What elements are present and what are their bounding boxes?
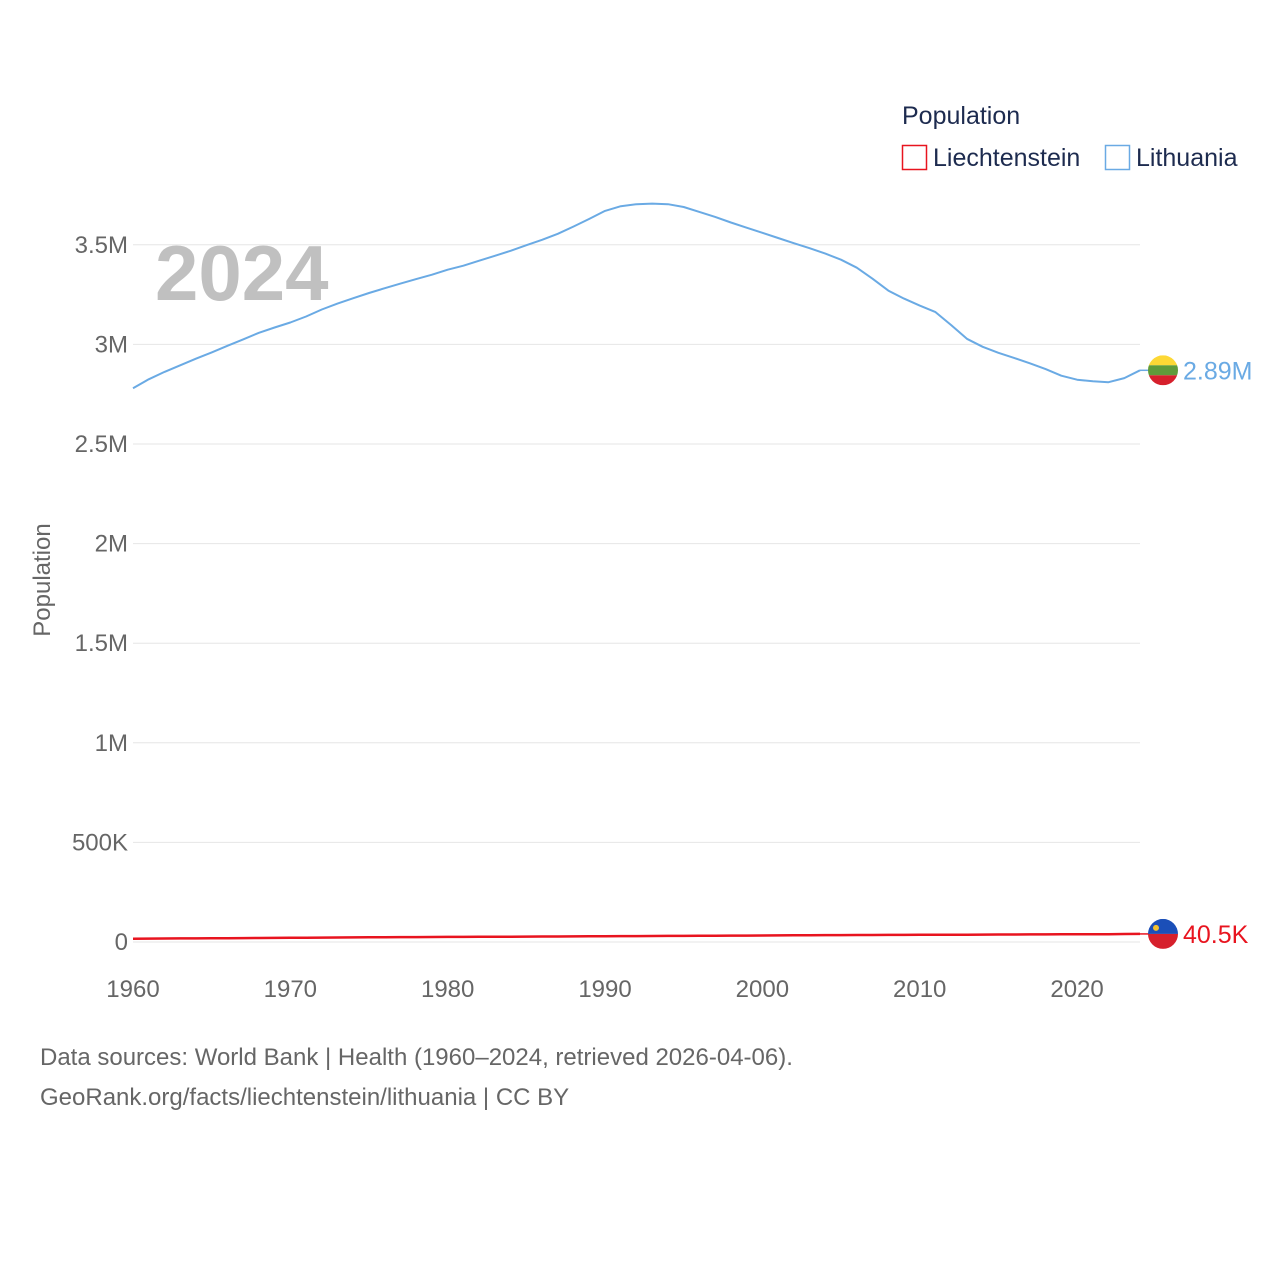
y-tick-label: 500K (72, 829, 128, 856)
x-tick-label: 1990 (578, 976, 631, 1003)
y-tick-label: 1M (95, 730, 128, 757)
footer-source-line: Data sources: World Bank | Health (1960–… (40, 1044, 793, 1071)
y-tick-label: 2.5M (75, 431, 128, 458)
y-tick-label: 3.5M (75, 232, 128, 259)
y-axis-ticks: 0 500K 1M 1.5M 2M 2.5M 3M 3.5M (72, 232, 128, 956)
y-tick-label: 3M (95, 331, 128, 358)
x-tick-label: 1980 (421, 976, 474, 1003)
x-tick-label: 2000 (736, 976, 789, 1003)
y-axis-title: Population (29, 523, 56, 636)
liechtenstein-flag-icon (1148, 918, 1178, 949)
y-tick-label: 0 (115, 929, 128, 956)
lithuania-flag-icon (1148, 355, 1178, 386)
x-tick-label: 2010 (893, 976, 946, 1003)
series-lines (132, 202, 1141, 940)
y-tick-label: 1.5M (75, 630, 128, 657)
legend-label-liechtenstein: Liechtenstein (933, 144, 1080, 172)
end-value-label-liechtenstein: 40.5K (1183, 921, 1249, 949)
series-line-liechtenstein[interactable] (132, 932, 1141, 940)
legend-label-lithuania: Lithuania (1136, 144, 1238, 172)
grid-lines (133, 244, 1140, 943)
x-tick-label: 2020 (1050, 976, 1103, 1003)
legend-swatch-liechtenstein (901, 144, 928, 171)
end-value-label-lithuania: 2.89M (1183, 357, 1252, 385)
legend-item-liechtenstein[interactable]: Liechtenstein (901, 144, 1081, 172)
x-tick-label: 1970 (264, 976, 317, 1003)
x-axis-ticks: 1960 1970 1980 1990 2000 2010 2020 (106, 976, 1103, 1003)
legend-swatch-lithuania (1104, 144, 1131, 171)
legend-title: Population (902, 102, 1020, 130)
series-end-markers: 40.5K 2.89M (1140, 355, 1252, 949)
legend[interactable]: Population Liechtenstein Lithuania (901, 102, 1238, 172)
x-tick-label: 1960 (106, 976, 159, 1003)
y-tick-label: 2M (95, 531, 128, 558)
footer-attribution-line[interactable]: GeoRank.org/facts/liechtenstein/lithuani… (40, 1084, 570, 1111)
year-watermark: 2024 (155, 229, 329, 317)
series-line-lithuania[interactable] (132, 202, 1141, 390)
legend-item-lithuania[interactable]: Lithuania (1104, 144, 1238, 172)
